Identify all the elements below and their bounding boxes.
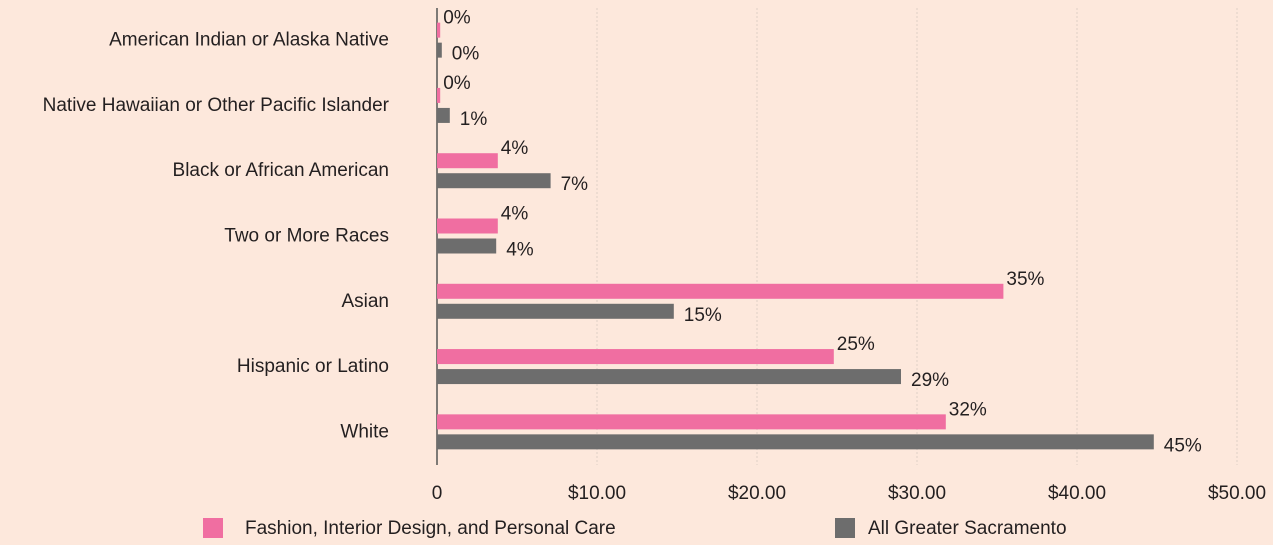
bar (437, 283, 1004, 299)
value-label: 1% (460, 109, 488, 130)
bar (437, 238, 497, 254)
bar (437, 369, 901, 385)
value-label: 4% (501, 204, 529, 225)
bar (437, 303, 674, 319)
value-label: 32% (949, 399, 987, 420)
y-tick-label: American Indian or Alaska Native (109, 30, 389, 51)
y-tick-label: Hispanic or Latino (237, 356, 389, 377)
bar (437, 173, 551, 189)
x-tick-label: 0 (432, 483, 443, 504)
value-label: 29% (911, 370, 949, 391)
bar (437, 42, 442, 58)
bar (437, 218, 498, 234)
value-label: 45% (1164, 435, 1202, 456)
value-label: 0% (443, 73, 471, 94)
bar (437, 107, 450, 123)
legend-label: Fashion, Interior Design, and Personal C… (245, 518, 616, 539)
bar (437, 349, 834, 365)
bar (437, 22, 441, 38)
legend-swatch (835, 518, 855, 538)
y-tick-label: Native Hawaiian or Other Pacific Islande… (43, 95, 390, 116)
value-label: 7% (561, 174, 589, 195)
value-label: 15% (684, 305, 722, 326)
bar (437, 434, 1154, 450)
value-label: 0% (443, 8, 471, 29)
x-tick-label: $10.00 (568, 483, 626, 504)
value-label: 0% (452, 44, 480, 65)
bar (437, 87, 441, 103)
y-tick-label: Asian (341, 291, 389, 312)
value-label: 4% (506, 240, 534, 261)
value-label: 25% (837, 334, 875, 355)
legend-label: All Greater Sacramento (868, 518, 1067, 539)
y-tick-label: Two or More Races (224, 226, 389, 247)
bar (437, 414, 946, 430)
value-label: 4% (501, 138, 529, 159)
x-tick-label: $50.00 (1208, 483, 1266, 504)
x-tick-label: $20.00 (728, 483, 786, 504)
x-tick-label: $40.00 (1048, 483, 1106, 504)
x-tick-label: $30.00 (888, 483, 946, 504)
y-tick-label: Black or African American (173, 160, 389, 181)
bar (437, 153, 498, 169)
y-tick-label: White (340, 421, 389, 442)
value-label: 35% (1006, 269, 1044, 290)
legend-swatch (203, 518, 223, 538)
